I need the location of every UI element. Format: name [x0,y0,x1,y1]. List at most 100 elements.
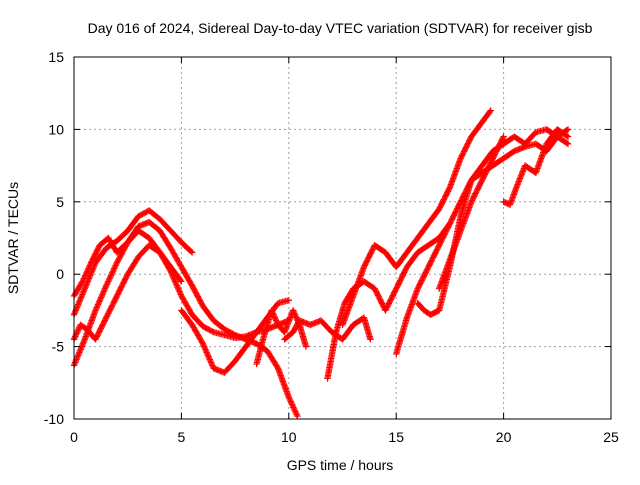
y-tick-label: -5 [52,339,65,355]
data-point [272,315,279,323]
data-point [206,356,214,363]
data-point [172,279,179,287]
x-tick-label: 5 [178,429,186,445]
data-point [286,395,293,402]
data-point [290,405,298,413]
data-point [87,260,94,268]
data-point [92,305,100,313]
data-point [106,275,113,282]
data-point [199,340,207,347]
data-point [202,346,209,353]
data-point [274,363,281,371]
data-point [100,288,107,295]
data-point [200,343,208,350]
series-sat-track-9 [339,107,494,329]
data-point [92,307,99,314]
y-axis-label: SDTVAR / TECUs [5,182,21,294]
data-point [177,277,184,284]
data-point [487,107,494,114]
data-point [93,304,100,311]
data-point [209,362,216,369]
data-point [173,281,180,288]
data-point [86,262,94,269]
data-point [293,411,300,418]
series-sat-track-6 [253,307,310,368]
data-point [202,347,210,355]
series-sat-track-5 [178,297,292,376]
data-point [107,273,114,281]
data-point [71,334,78,342]
data-point [86,263,93,271]
series-sat-track-8 [324,220,454,382]
data-point [97,295,104,303]
x-tick-label: 20 [496,429,512,445]
x-tick-label: 10 [281,429,297,445]
y-tick-label: -10 [44,411,64,427]
data-point [289,307,297,314]
x-tick-label: 25 [603,429,619,445]
data-point [205,354,213,362]
data-point [294,412,301,420]
data-point [113,260,120,268]
x-tick-label: 15 [388,429,404,445]
data-point [78,279,86,286]
data-point [291,310,298,317]
chart-title: Day 016 of 2024, Sidereal Day-to-day VTE… [88,20,593,36]
y-tick-label: 0 [56,266,64,282]
y-tick-label: 10 [48,121,64,137]
data-point [293,314,300,321]
data-point [563,139,571,147]
data-point [291,407,298,414]
data-point [271,314,279,321]
data-point [285,297,292,304]
data-point [103,282,110,289]
tick-layer: 0 5 10 15 20 25 -10 -5 0 5 10 15 [44,49,619,445]
data-point [486,108,494,115]
data-point [289,402,296,410]
data-point [273,318,280,326]
plot-frame [73,56,612,420]
data-point [94,302,101,310]
grid-layer [74,57,611,419]
data-point [95,299,102,307]
data-point [269,308,276,316]
data-point [292,312,299,320]
data-point [188,249,196,256]
data-point [107,272,115,279]
data-point [96,297,104,304]
data-point [174,284,181,291]
series-sat-track-4 [70,242,185,343]
series-sat-track-7 [281,314,374,343]
data-point [102,284,109,291]
data-point [290,308,297,316]
series-sat-track-13 [500,126,572,208]
data-point [112,262,119,269]
data-point [111,265,118,272]
y-tick-label: 15 [48,49,64,65]
data-point [101,286,108,294]
data-point [208,360,215,368]
data-point [99,291,106,298]
data-point [97,294,105,301]
data-point [288,399,295,407]
data-point [74,327,82,334]
data-point [209,328,216,335]
data-point [110,266,117,274]
data-point [175,286,183,294]
data-point [171,278,179,285]
data-point [105,278,112,285]
data-point [176,289,184,297]
data-point [80,275,88,282]
data-point [104,279,111,287]
data-point [207,359,215,366]
data-point [111,263,119,271]
data-point [96,298,103,305]
data-point [291,311,299,318]
data-point [563,127,571,134]
data-point [178,278,185,285]
data-point [446,185,453,192]
data-point [564,140,572,148]
data-point [176,288,183,295]
